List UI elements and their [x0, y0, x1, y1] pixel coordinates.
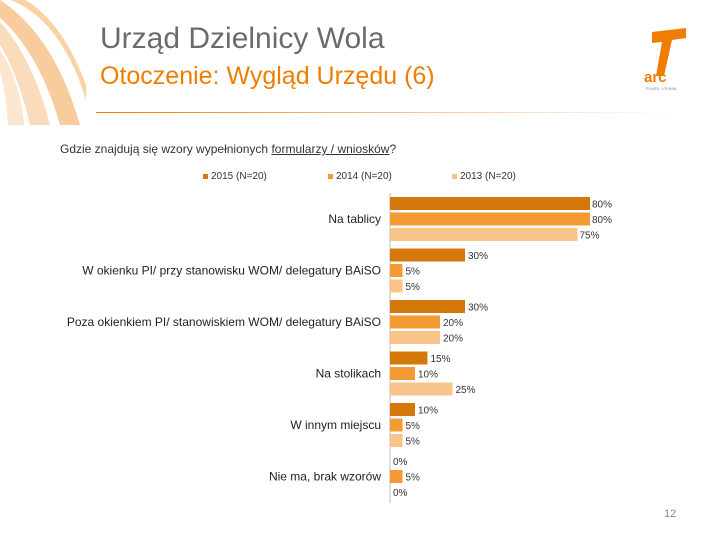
- legend-swatch-2013: [452, 174, 457, 179]
- data-label: 20%: [443, 318, 463, 329]
- legend-item-2014: 2014 (N=20): [328, 171, 392, 182]
- bar-2014: [390, 470, 403, 483]
- data-label: 5%: [406, 421, 421, 432]
- legend-item-2013: 2013 (N=20): [452, 171, 516, 182]
- data-label: 5%: [406, 437, 421, 448]
- legend-label-2014: 2014 (N=20): [336, 171, 392, 182]
- data-label: 20%: [443, 334, 463, 345]
- data-label: 5%: [406, 267, 421, 278]
- legend-label-2015: 2015 (N=20): [211, 171, 267, 182]
- legend-item-2015: 2015 (N=20): [203, 171, 267, 182]
- bar-2014: [390, 212, 590, 226]
- bar-2015: [390, 300, 465, 313]
- survey-question: Gdzie znajdują się wzory wypełnionych fo…: [60, 142, 396, 156]
- category-label: Nie ma, brak wzorów: [269, 470, 381, 484]
- data-label: 25%: [456, 385, 476, 396]
- question-text-end: ?: [389, 142, 397, 156]
- question-text-underlined: formularzy / wniosków: [271, 142, 390, 156]
- data-label: 10%: [418, 370, 438, 381]
- bar-2013: [390, 228, 578, 241]
- category-label: Poza okienkiem PI/ stanowiskiem WOM/ del…: [67, 315, 381, 329]
- bar-2014: [390, 264, 403, 277]
- bar-2015: [390, 197, 590, 210]
- question-text: Gdzie znajdują się wzory wypełnionych: [60, 142, 272, 156]
- bar-2013: [390, 331, 440, 344]
- category-label: W okienku PI/ przy stanowisku WOM/ deleg…: [82, 264, 381, 278]
- bar-2013: [390, 434, 403, 447]
- page-subtitle: Otoczenie: Wygląd Urzędu (6): [100, 62, 435, 90]
- data-label: 15%: [431, 354, 451, 365]
- bar-2013: [390, 279, 403, 293]
- data-label: 0%: [393, 457, 408, 468]
- page-title: Urząd Dzielnicy Wola: [100, 22, 385, 55]
- svg-text:RYNEK I OPINIA: RYNEK I OPINIA: [646, 86, 677, 91]
- bar-2014: [390, 367, 415, 380]
- bar-2013: [390, 382, 453, 396]
- category-label: Na tablicy: [328, 212, 381, 226]
- data-label: 30%: [468, 251, 488, 262]
- data-label: 80%: [592, 200, 612, 211]
- data-label: 80%: [592, 215, 612, 226]
- decorative-corner-graphic: [0, 0, 86, 125]
- data-label: 5%: [406, 282, 421, 293]
- data-label: 30%: [468, 303, 488, 314]
- legend-label-2013: 2013 (N=20): [460, 171, 516, 182]
- data-label: 5%: [406, 473, 421, 484]
- legend-swatch-2014: [328, 174, 333, 179]
- svg-text:arc: arc: [644, 69, 667, 86]
- bar-2014: [390, 418, 403, 432]
- category-label: Na stolikach: [316, 367, 381, 381]
- category-label: W innym miejscu: [290, 418, 381, 432]
- bar-2015: [390, 248, 465, 262]
- bar-2015: [390, 351, 428, 365]
- bar-2014: [390, 315, 440, 329]
- bar-2015: [390, 403, 415, 416]
- page-number: 12: [664, 508, 677, 520]
- arc-logo: arc RYNEK I OPINIA: [644, 28, 686, 91]
- header-divider: [96, 112, 674, 113]
- data-label: 0%: [393, 488, 408, 499]
- data-label: 75%: [580, 231, 600, 242]
- legend-swatch-2015: [203, 174, 208, 179]
- data-label: 10%: [418, 406, 438, 417]
